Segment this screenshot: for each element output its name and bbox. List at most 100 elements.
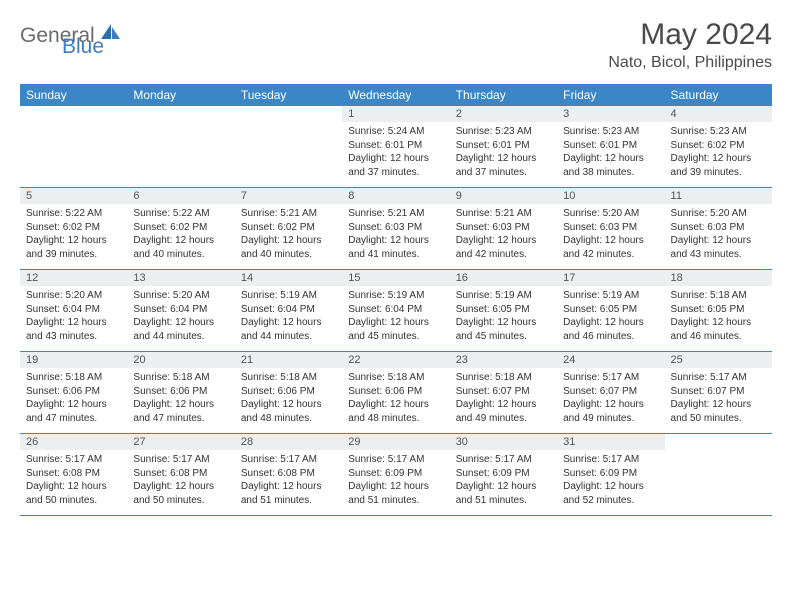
day-content-empty: [235, 122, 342, 180]
day-content: Sunrise: 5:18 AMSunset: 6:06 PMDaylight:…: [20, 368, 127, 433]
day-header-friday: Friday: [557, 84, 664, 106]
day-header-monday: Monday: [127, 84, 234, 106]
day-number: 10: [557, 188, 664, 204]
calendar-cell: 1Sunrise: 5:24 AMSunset: 6:01 PMDaylight…: [342, 106, 449, 188]
day-content: Sunrise: 5:17 AMSunset: 6:09 PMDaylight:…: [342, 450, 449, 515]
calendar-cell: 9Sunrise: 5:21 AMSunset: 6:03 PMDaylight…: [450, 188, 557, 270]
day-content: Sunrise: 5:18 AMSunset: 6:06 PMDaylight:…: [235, 368, 342, 433]
day-content: Sunrise: 5:18 AMSunset: 6:06 PMDaylight:…: [127, 368, 234, 433]
calendar-row: 19Sunrise: 5:18 AMSunset: 6:06 PMDayligh…: [20, 352, 772, 434]
calendar-cell: 22Sunrise: 5:18 AMSunset: 6:06 PMDayligh…: [342, 352, 449, 434]
calendar-cell: 6Sunrise: 5:22 AMSunset: 6:02 PMDaylight…: [127, 188, 234, 270]
day-content: Sunrise: 5:23 AMSunset: 6:02 PMDaylight:…: [665, 122, 772, 187]
calendar-row: 12Sunrise: 5:20 AMSunset: 6:04 PMDayligh…: [20, 270, 772, 352]
day-number-empty: [665, 434, 772, 450]
calendar-cell: 21Sunrise: 5:18 AMSunset: 6:06 PMDayligh…: [235, 352, 342, 434]
calendar-cell: 16Sunrise: 5:19 AMSunset: 6:05 PMDayligh…: [450, 270, 557, 352]
calendar-cell: 31Sunrise: 5:17 AMSunset: 6:09 PMDayligh…: [557, 434, 664, 516]
calendar-table: SundayMondayTuesdayWednesdayThursdayFrid…: [20, 84, 772, 516]
calendar-row: 1Sunrise: 5:24 AMSunset: 6:01 PMDaylight…: [20, 106, 772, 188]
day-content: Sunrise: 5:20 AMSunset: 6:03 PMDaylight:…: [665, 204, 772, 269]
day-content: Sunrise: 5:21 AMSunset: 6:03 PMDaylight:…: [450, 204, 557, 269]
day-content: Sunrise: 5:20 AMSunset: 6:04 PMDaylight:…: [20, 286, 127, 351]
calendar-body: 1Sunrise: 5:24 AMSunset: 6:01 PMDaylight…: [20, 106, 772, 516]
month-title: May 2024: [608, 18, 772, 52]
day-content-empty: [20, 122, 127, 180]
day-content: Sunrise: 5:21 AMSunset: 6:02 PMDaylight:…: [235, 204, 342, 269]
calendar-cell: 29Sunrise: 5:17 AMSunset: 6:09 PMDayligh…: [342, 434, 449, 516]
day-number: 7: [235, 188, 342, 204]
day-header-row: SundayMondayTuesdayWednesdayThursdayFrid…: [20, 84, 772, 106]
day-content-empty: [665, 450, 772, 508]
calendar-cell: 20Sunrise: 5:18 AMSunset: 6:06 PMDayligh…: [127, 352, 234, 434]
day-number: 23: [450, 352, 557, 368]
day-content: Sunrise: 5:20 AMSunset: 6:04 PMDaylight:…: [127, 286, 234, 351]
day-content: Sunrise: 5:19 AMSunset: 6:05 PMDaylight:…: [450, 286, 557, 351]
day-number: 30: [450, 434, 557, 450]
calendar-cell: 18Sunrise: 5:18 AMSunset: 6:05 PMDayligh…: [665, 270, 772, 352]
day-content: Sunrise: 5:21 AMSunset: 6:03 PMDaylight:…: [342, 204, 449, 269]
day-content: Sunrise: 5:23 AMSunset: 6:01 PMDaylight:…: [557, 122, 664, 187]
day-content: Sunrise: 5:23 AMSunset: 6:01 PMDaylight:…: [450, 122, 557, 187]
calendar-cell: 11Sunrise: 5:20 AMSunset: 6:03 PMDayligh…: [665, 188, 772, 270]
day-number: 15: [342, 270, 449, 286]
day-number-empty: [235, 106, 342, 122]
calendar-cell: 23Sunrise: 5:18 AMSunset: 6:07 PMDayligh…: [450, 352, 557, 434]
day-number: 27: [127, 434, 234, 450]
logo-text-blue: Blue: [62, 35, 104, 59]
day-number: 14: [235, 270, 342, 286]
day-content: Sunrise: 5:17 AMSunset: 6:08 PMDaylight:…: [235, 450, 342, 515]
day-number: 2: [450, 106, 557, 122]
calendar-cell: 26Sunrise: 5:17 AMSunset: 6:08 PMDayligh…: [20, 434, 127, 516]
calendar-cell: 13Sunrise: 5:20 AMSunset: 6:04 PMDayligh…: [127, 270, 234, 352]
day-content: Sunrise: 5:22 AMSunset: 6:02 PMDaylight:…: [20, 204, 127, 269]
day-number-empty: [127, 106, 234, 122]
title-block: May 2024 Nato, Bicol, Philippines: [608, 18, 772, 72]
day-number-empty: [20, 106, 127, 122]
day-number: 18: [665, 270, 772, 286]
day-content: Sunrise: 5:17 AMSunset: 6:07 PMDaylight:…: [665, 368, 772, 433]
day-number: 29: [342, 434, 449, 450]
day-number: 9: [450, 188, 557, 204]
calendar-cell: 3Sunrise: 5:23 AMSunset: 6:01 PMDaylight…: [557, 106, 664, 188]
day-number: 4: [665, 106, 772, 122]
day-number: 8: [342, 188, 449, 204]
day-content: Sunrise: 5:19 AMSunset: 6:04 PMDaylight:…: [235, 286, 342, 351]
calendar-cell: 15Sunrise: 5:19 AMSunset: 6:04 PMDayligh…: [342, 270, 449, 352]
calendar-cell: 7Sunrise: 5:21 AMSunset: 6:02 PMDaylight…: [235, 188, 342, 270]
day-number: 25: [665, 352, 772, 368]
calendar-cell: 17Sunrise: 5:19 AMSunset: 6:05 PMDayligh…: [557, 270, 664, 352]
calendar-cell: [127, 106, 234, 188]
day-number: 11: [665, 188, 772, 204]
day-content: Sunrise: 5:17 AMSunset: 6:08 PMDaylight:…: [127, 450, 234, 515]
calendar-cell: [665, 434, 772, 516]
day-content: Sunrise: 5:24 AMSunset: 6:01 PMDaylight:…: [342, 122, 449, 187]
calendar-row: 5Sunrise: 5:22 AMSunset: 6:02 PMDaylight…: [20, 188, 772, 270]
calendar-cell: 27Sunrise: 5:17 AMSunset: 6:08 PMDayligh…: [127, 434, 234, 516]
day-content: Sunrise: 5:18 AMSunset: 6:06 PMDaylight:…: [342, 368, 449, 433]
day-content: Sunrise: 5:19 AMSunset: 6:04 PMDaylight:…: [342, 286, 449, 351]
location: Nato, Bicol, Philippines: [608, 54, 772, 72]
day-content: Sunrise: 5:20 AMSunset: 6:03 PMDaylight:…: [557, 204, 664, 269]
day-number: 26: [20, 434, 127, 450]
calendar-cell: 25Sunrise: 5:17 AMSunset: 6:07 PMDayligh…: [665, 352, 772, 434]
day-number: 5: [20, 188, 127, 204]
day-content-empty: [127, 122, 234, 180]
day-header-saturday: Saturday: [665, 84, 772, 106]
calendar-cell: [235, 106, 342, 188]
day-content: Sunrise: 5:18 AMSunset: 6:05 PMDaylight:…: [665, 286, 772, 351]
day-content: Sunrise: 5:17 AMSunset: 6:09 PMDaylight:…: [557, 450, 664, 515]
day-number: 19: [20, 352, 127, 368]
calendar-cell: 10Sunrise: 5:20 AMSunset: 6:03 PMDayligh…: [557, 188, 664, 270]
calendar-row: 26Sunrise: 5:17 AMSunset: 6:08 PMDayligh…: [20, 434, 772, 516]
header: General Blue May 2024 Nato, Bicol, Phili…: [20, 18, 772, 72]
day-content: Sunrise: 5:17 AMSunset: 6:07 PMDaylight:…: [557, 368, 664, 433]
day-number: 13: [127, 270, 234, 286]
day-content: Sunrise: 5:19 AMSunset: 6:05 PMDaylight:…: [557, 286, 664, 351]
day-number: 31: [557, 434, 664, 450]
calendar-cell: 8Sunrise: 5:21 AMSunset: 6:03 PMDaylight…: [342, 188, 449, 270]
day-content: Sunrise: 5:17 AMSunset: 6:08 PMDaylight:…: [20, 450, 127, 515]
calendar-cell: 28Sunrise: 5:17 AMSunset: 6:08 PMDayligh…: [235, 434, 342, 516]
day-number: 17: [557, 270, 664, 286]
calendar-cell: 30Sunrise: 5:17 AMSunset: 6:09 PMDayligh…: [450, 434, 557, 516]
